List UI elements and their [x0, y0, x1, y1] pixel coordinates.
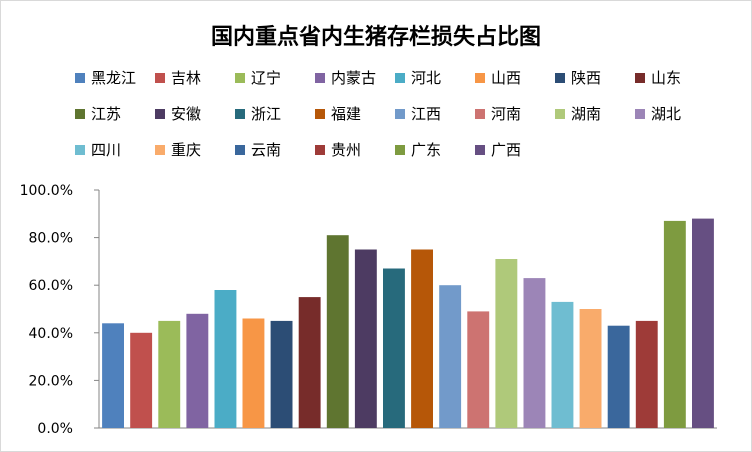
legend-label: 河南 — [491, 105, 522, 123]
bar — [635, 320, 658, 428]
legend-swatch — [555, 108, 565, 119]
legend-item: 吉林 — [155, 69, 201, 87]
legend-swatch — [75, 108, 85, 119]
legend-item: 江苏 — [75, 105, 121, 123]
legend-swatch — [235, 144, 245, 155]
legend-label: 陕西 — [571, 69, 602, 87]
legend-label: 广东 — [411, 141, 442, 159]
legend-label: 江苏 — [91, 105, 122, 123]
bar — [551, 301, 574, 428]
legend-swatch — [475, 108, 485, 119]
legend-item: 湖南 — [555, 105, 601, 123]
bar — [298, 297, 321, 428]
chart-title: 国内重点省内生猪存栏损失占比图 — [210, 24, 541, 50]
legend-item: 江西 — [395, 105, 441, 123]
y-tick-label: 40.0% — [29, 326, 73, 342]
legend-swatch — [155, 72, 165, 83]
legend-swatch — [635, 108, 645, 119]
legend-item: 湖北 — [635, 105, 681, 123]
legend-label: 广西 — [491, 141, 522, 159]
legend-label: 福建 — [331, 105, 362, 123]
legend-label: 湖南 — [571, 105, 602, 123]
legend-item: 山西 — [475, 69, 521, 87]
legend-item: 山东 — [635, 69, 681, 87]
legend-item: 福建 — [315, 105, 361, 123]
bar — [354, 249, 377, 428]
legend-swatch — [315, 144, 325, 155]
y-tick-label: 0.0% — [37, 421, 73, 437]
legend-swatch — [315, 72, 325, 83]
bar — [102, 323, 124, 428]
legend-swatch — [315, 108, 325, 119]
bar — [663, 220, 686, 428]
legend-label: 湖北 — [651, 105, 682, 123]
legend-item: 四川 — [75, 141, 121, 159]
legend-item: 浙江 — [235, 105, 281, 123]
y-tick-label: 100.0% — [20, 183, 73, 199]
legend-item: 河北 — [395, 69, 441, 87]
bar — [495, 259, 518, 428]
legend-item: 辽宁 — [235, 69, 281, 87]
bar — [579, 309, 602, 428]
legend-swatch — [475, 72, 485, 83]
legend-label: 安徽 — [171, 105, 202, 123]
legend-swatch — [75, 144, 85, 155]
legend-label: 山东 — [651, 69, 682, 87]
legend-label: 江西 — [411, 105, 442, 123]
legend-swatch — [235, 72, 245, 83]
bar — [326, 235, 349, 428]
legend-label: 黑龙江 — [91, 69, 137, 87]
legend-item: 河南 — [475, 105, 521, 123]
legend-swatch — [555, 72, 565, 83]
bar — [270, 320, 293, 428]
y-tick-label: 60.0% — [29, 278, 73, 294]
bar — [439, 285, 462, 428]
legend-swatch — [155, 108, 165, 119]
legend-item: 内蒙古 — [315, 69, 376, 87]
legend-label: 吉林 — [171, 69, 202, 87]
bar — [607, 325, 630, 428]
legend-item: 贵州 — [315, 141, 361, 159]
legend-item: 黑龙江 — [75, 69, 136, 87]
legend-item: 陕西 — [555, 69, 601, 87]
legend-swatch — [395, 144, 405, 155]
legend-label: 河北 — [411, 69, 442, 87]
bar — [130, 332, 153, 428]
bar — [214, 290, 237, 428]
bar — [186, 313, 209, 428]
legend-item: 重庆 — [155, 141, 201, 159]
legend-label: 内蒙古 — [331, 69, 377, 87]
bar — [383, 268, 405, 428]
legend-swatch — [395, 72, 405, 83]
legend-label: 四川 — [91, 141, 122, 159]
legend-item: 云南 — [235, 141, 281, 159]
legend-label: 浙江 — [251, 105, 282, 123]
legend-swatch — [155, 144, 165, 155]
legend-label: 云南 — [251, 141, 282, 159]
legend-swatch — [475, 144, 485, 155]
legend-swatch — [635, 72, 645, 83]
legend-swatch — [235, 108, 245, 119]
bar — [523, 278, 546, 428]
legend-label: 山西 — [491, 69, 522, 87]
legend-label: 辽宁 — [251, 69, 282, 87]
legend-item: 广西 — [475, 141, 521, 159]
y-tick-label: 80.0% — [29, 231, 73, 247]
bar — [242, 318, 265, 428]
legend-item: 广东 — [395, 141, 441, 159]
bar — [158, 320, 181, 428]
bar — [411, 249, 433, 428]
legend-label: 贵州 — [331, 141, 362, 159]
bar — [467, 311, 490, 428]
legend-swatch — [395, 108, 405, 119]
legend-label: 重庆 — [171, 141, 202, 159]
y-tick-label: 20.0% — [29, 373, 73, 389]
legend-swatch — [75, 72, 85, 83]
bar — [692, 218, 714, 428]
legend-item: 安徽 — [155, 105, 201, 123]
